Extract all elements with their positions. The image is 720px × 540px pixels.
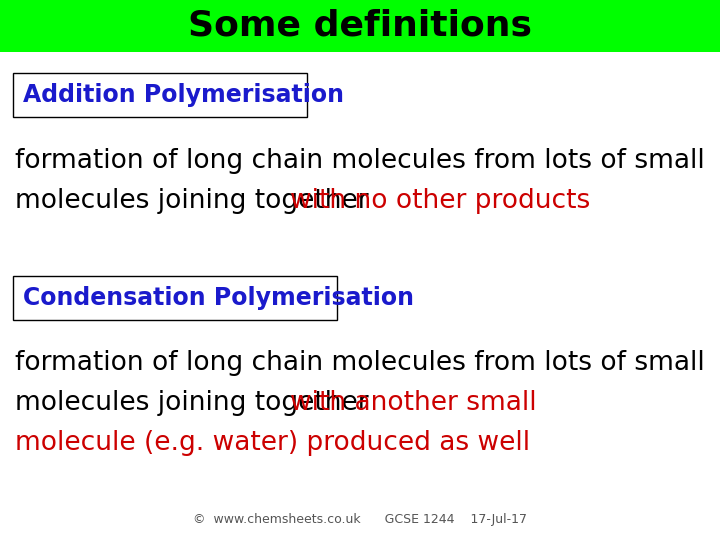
Text: formation of long chain molecules from lots of small: formation of long chain molecules from l… (15, 148, 705, 174)
Text: formation of long chain molecules from lots of small: formation of long chain molecules from l… (15, 350, 705, 376)
Text: molecule (e.g. water) produced as well: molecule (e.g. water) produced as well (15, 430, 530, 456)
Text: Addition Polymerisation: Addition Polymerisation (23, 83, 344, 107)
Text: with no other products: with no other products (290, 188, 590, 214)
Text: molecules joining together: molecules joining together (15, 390, 377, 416)
Text: molecules joining together: molecules joining together (15, 188, 377, 214)
Text: Some definitions: Some definitions (188, 9, 532, 43)
Bar (0, 0, 720, 52)
FancyBboxPatch shape (13, 276, 337, 320)
Text: with another small: with another small (290, 390, 537, 416)
Text: ©  www.chemsheets.co.uk      GCSE 1244    17-Jul-17: © www.chemsheets.co.uk GCSE 1244 17-Jul-… (193, 513, 527, 526)
Text: Condensation Polymerisation: Condensation Polymerisation (23, 286, 414, 310)
FancyBboxPatch shape (13, 73, 307, 117)
